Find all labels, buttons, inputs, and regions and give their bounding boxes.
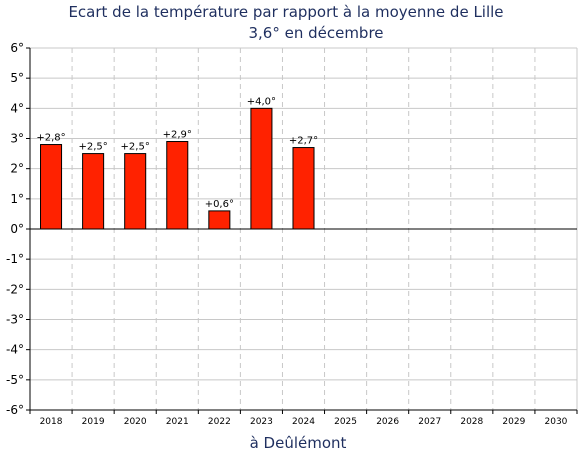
y-tick-label: 5° bbox=[10, 71, 24, 85]
y-tick-label: 0° bbox=[10, 222, 24, 236]
y-tick-label: -1° bbox=[6, 252, 24, 266]
x-tick-label: 2020 bbox=[124, 417, 147, 427]
x-tick-label: 2026 bbox=[376, 417, 399, 427]
y-tick-label: -3° bbox=[6, 313, 24, 327]
x-tick-label: 2029 bbox=[502, 417, 525, 427]
bar bbox=[40, 144, 63, 230]
y-tick-label: -5° bbox=[6, 373, 24, 387]
x-tick-label: 2027 bbox=[418, 417, 441, 427]
chart-title: Ecart de la température par rapport à la… bbox=[68, 3, 503, 21]
bar bbox=[208, 210, 231, 230]
x-tick-label: 2018 bbox=[40, 417, 63, 427]
y-tick-label: 6° bbox=[10, 41, 24, 55]
y-tick-label: -6° bbox=[6, 403, 24, 417]
bar bbox=[124, 153, 147, 230]
data-label: +2,5° bbox=[78, 142, 107, 153]
chart-subtitle: 3,6° en décembre bbox=[248, 24, 383, 42]
x-tick-label: 2021 bbox=[166, 417, 189, 427]
data-label: +2,7° bbox=[289, 136, 318, 147]
bar bbox=[250, 107, 273, 230]
y-tick-label: 1° bbox=[10, 192, 24, 206]
y-tick-label: -2° bbox=[6, 282, 24, 296]
data-label: +4,0° bbox=[247, 96, 276, 107]
x-tick-label: 2024 bbox=[292, 417, 315, 427]
x-axis-label: à Deûlémont bbox=[250, 434, 347, 452]
x-tick-label: 2023 bbox=[250, 417, 273, 427]
data-label: +2,9° bbox=[163, 130, 192, 141]
data-label: +0,6° bbox=[205, 199, 234, 210]
data-label: +2,5° bbox=[121, 142, 150, 153]
plot-area: -6° -5° -4° -3° -2° -1° 0° 1° 2° 3° 4° 5° 6° +2,8° +2,… bbox=[6, 41, 578, 427]
y-tick-label: 3° bbox=[10, 132, 24, 146]
data-label: +2,8° bbox=[36, 133, 65, 144]
x-tick-label: 2028 bbox=[460, 417, 483, 427]
x-tick-label: 2025 bbox=[334, 417, 357, 427]
x-tick-label: 2030 bbox=[545, 417, 568, 427]
x-tick-label: 2022 bbox=[208, 417, 231, 427]
y-tick-label: 2° bbox=[10, 162, 24, 176]
y-tick-label: 4° bbox=[10, 101, 24, 115]
x-tick-label: 2019 bbox=[82, 417, 105, 427]
bar bbox=[292, 147, 315, 230]
bar bbox=[166, 141, 189, 230]
bar bbox=[82, 153, 105, 230]
y-tick-label: -4° bbox=[6, 343, 24, 357]
